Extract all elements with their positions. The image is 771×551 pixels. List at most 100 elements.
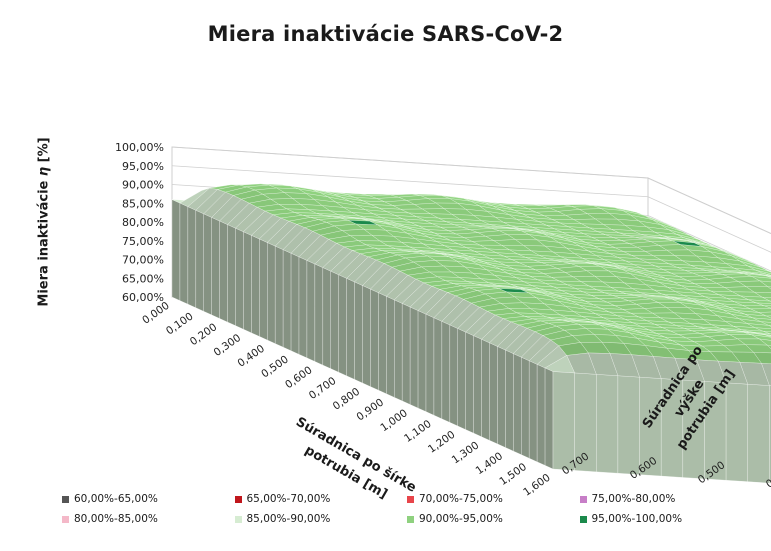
surface-front-face — [378, 292, 387, 394]
legend-swatch — [234, 515, 242, 523]
surface-front-face — [290, 253, 300, 355]
z-grid-line — [171, 146, 771, 234]
z-grid-line — [171, 165, 771, 253]
legend-label: 75,00%-80,00% — [591, 493, 676, 505]
surface-front-face — [457, 328, 466, 430]
surface-front-face — [529, 360, 538, 463]
z-axis-label: Miera inaktivácie η [%] — [37, 137, 52, 306]
legend-swatch — [407, 515, 414, 523]
surface-front-face — [219, 220, 228, 323]
surface-front-face — [362, 285, 371, 387]
surface-side-face — [596, 374, 619, 474]
surface-front-face — [354, 281, 363, 384]
x-tick-label: 0,800 — [331, 386, 363, 413]
legend: 60,00%-65,00% 65,00%-70,00% 70,00%-75,00% 7… — [62, 493, 752, 525]
z-tick-label: 100,00% — [115, 141, 164, 154]
surface-side-face — [747, 384, 770, 484]
legend-item: 80,00%-85,00% — [62, 513, 235, 525]
surface-front-face — [473, 335, 482, 437]
surface-front-face — [433, 317, 443, 420]
surface-front-face — [203, 213, 212, 316]
legend-item: 90,00%-95,00% — [407, 513, 580, 525]
x-tick-label: 1,200 — [426, 429, 458, 456]
z-tick-label: 70,00% — [122, 254, 164, 267]
surface-front-face — [251, 235, 260, 337]
legend-item: 70,00%-75,00% — [407, 493, 580, 505]
surface-front-face — [330, 270, 339, 373]
surface-front-face — [489, 342, 498, 445]
surface-front-face — [322, 267, 331, 369]
legend-label: 65,00%-70,00% — [246, 493, 331, 505]
legend-swatch — [407, 495, 414, 503]
surface-front-face — [417, 310, 427, 412]
z-tick-label: 85,00% — [122, 197, 164, 210]
legend-swatch — [579, 515, 587, 523]
z-tick-label: 95,00% — [122, 160, 164, 173]
z-axis-label-text: Miera inaktivácie — [36, 176, 52, 307]
x-tick-label: 1,100 — [402, 418, 434, 445]
surface-front-face — [409, 306, 419, 409]
x-tick-label: 0,100 — [164, 310, 196, 337]
legend-label: 95,00%-100,00% — [591, 513, 683, 525]
x-tick-label: 0,900 — [355, 396, 387, 423]
z-axis-label-symbol: η — [36, 166, 52, 177]
surface-front-face — [235, 227, 244, 330]
legend-label: 80,00%-85,00% — [74, 513, 158, 525]
z-tick-label: 75,00% — [122, 235, 164, 248]
x-tick-label: 0,600 — [283, 364, 315, 391]
surface-front-face — [275, 245, 284, 348]
surface-front-face — [282, 249, 292, 351]
surface-front-face — [536, 364, 546, 466]
x-tick-label: 1,400 — [474, 450, 506, 477]
surface-front-face — [513, 353, 522, 455]
x-tick-label: 1,300 — [450, 439, 482, 466]
surface-front-face — [259, 238, 268, 341]
z-tick-label: 90,00% — [122, 179, 164, 192]
legend-label: 90,00%-95,00% — [419, 513, 503, 525]
surface-front-face — [425, 313, 435, 416]
legend-swatch — [234, 495, 242, 503]
legend-label: 85,00%-90,00% — [246, 513, 331, 525]
z-tick-label: 60,00% — [122, 291, 164, 304]
surface-front-face — [267, 242, 276, 344]
z-axis-label-unit: [%] — [36, 137, 52, 167]
surface-front-face — [394, 299, 403, 402]
legend-swatch — [579, 495, 587, 503]
surface-front-face — [179, 202, 189, 305]
x-tick-label: 0,200 — [188, 321, 220, 348]
legend-label: 70,00%-75,00% — [419, 493, 503, 505]
surface-side-face — [725, 382, 748, 482]
x-tick-label: 0,400 — [235, 343, 267, 370]
x-tick-label: 0,300 — [212, 332, 244, 359]
surface-front-face — [465, 331, 474, 434]
z-tick-label: 65,00% — [122, 272, 164, 285]
surface-front-face — [521, 356, 530, 459]
surface-front-face — [346, 278, 355, 380]
legend-item: 65,00%-70,00% — [234, 493, 408, 505]
surface-front-face — [171, 199, 181, 301]
chart-title: Miera inaktivácie SARS-CoV-2 — [207, 22, 564, 46]
surface-front-face — [314, 263, 323, 366]
legend-item: 85,00%-90,00% — [234, 513, 408, 525]
surface-front-face — [497, 346, 506, 448]
legend-item: 95,00%-100,00% — [579, 513, 753, 525]
y-tick-label: 0,400 — [764, 464, 771, 491]
x-tick-label: 1,500 — [497, 461, 529, 488]
surface-front-face — [338, 274, 347, 377]
legend-swatch — [62, 515, 69, 523]
surface-front-face — [386, 296, 395, 398]
z-tick-label: 80,00% — [122, 216, 164, 229]
surface-front-face — [370, 288, 379, 391]
surface-front-face — [306, 260, 316, 362]
surface-front-face — [298, 256, 308, 359]
surface-front-face — [505, 349, 514, 452]
legend-item: 75,00%-80,00% — [579, 493, 753, 505]
x-tick-label: 0,500 — [259, 353, 291, 380]
legend-swatch — [62, 495, 69, 503]
legend-item: 60,00%-65,00% — [62, 493, 235, 505]
surface-front-face — [227, 224, 236, 326]
x-tick-label: 0,700 — [307, 375, 339, 402]
surface-front-face — [481, 339, 490, 441]
surface-front-face — [211, 217, 220, 319]
